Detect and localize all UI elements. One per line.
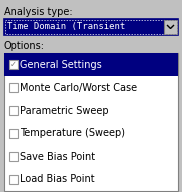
Bar bbox=[9, 106, 18, 115]
Bar bbox=[5, 20, 177, 34]
Text: Load Bias Point: Load Bias Point bbox=[20, 175, 95, 185]
Text: Time Domain (Transient: Time Domain (Transient bbox=[7, 22, 125, 31]
Bar bbox=[4, 19, 178, 35]
Text: Analysis type:: Analysis type: bbox=[4, 7, 73, 17]
Text: Save Bias Point: Save Bias Point bbox=[20, 151, 95, 161]
Text: Monte Carlo/Worst Case: Monte Carlo/Worst Case bbox=[20, 83, 137, 93]
Bar bbox=[9, 83, 18, 92]
Bar bbox=[9, 152, 18, 161]
Text: Parametric Sweep: Parametric Sweep bbox=[20, 105, 109, 116]
Bar bbox=[4, 53, 178, 76]
Text: Options:: Options: bbox=[4, 41, 45, 51]
Bar bbox=[9, 129, 18, 138]
Bar bbox=[164, 20, 177, 34]
Text: ✓: ✓ bbox=[10, 60, 17, 69]
Bar bbox=[9, 60, 18, 69]
Text: General Settings: General Settings bbox=[20, 60, 102, 70]
Bar bbox=[4, 53, 178, 191]
Bar bbox=[9, 175, 18, 184]
Text: Temperature (Sweep): Temperature (Sweep) bbox=[20, 128, 125, 138]
